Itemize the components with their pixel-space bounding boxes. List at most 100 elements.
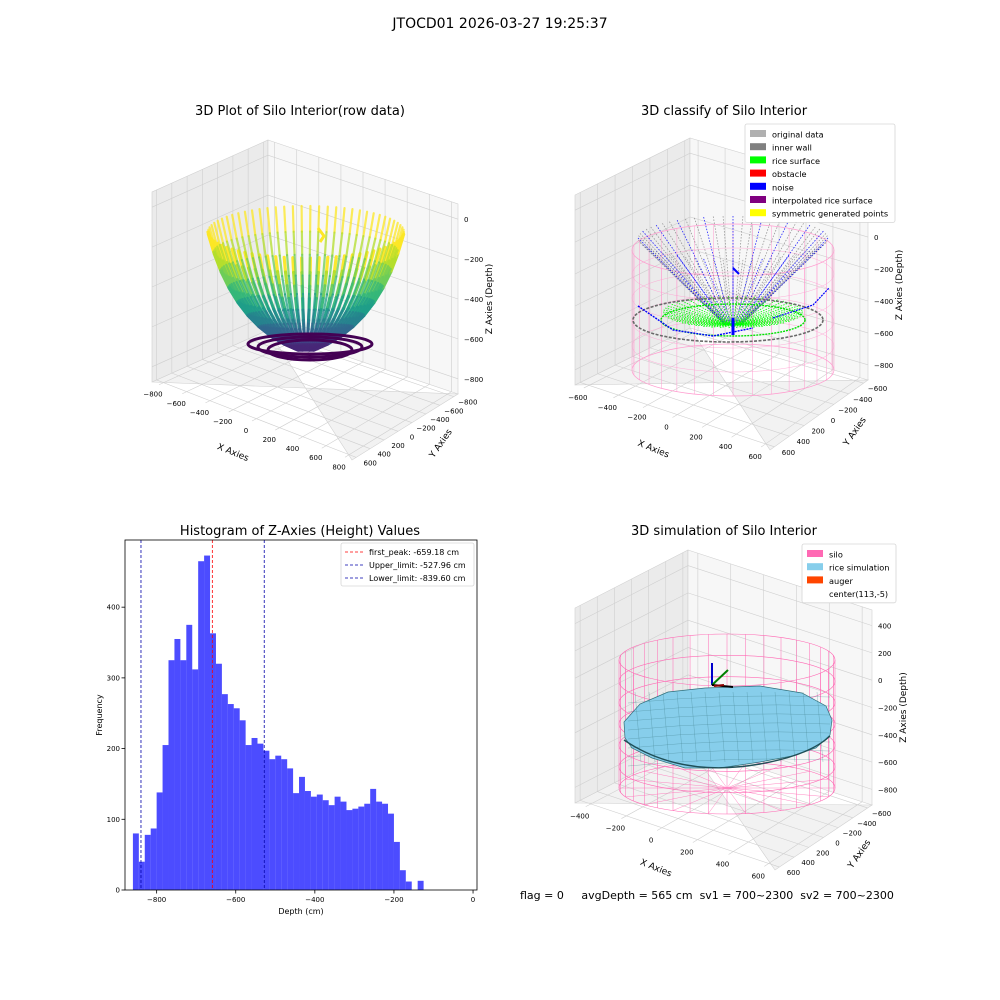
scatter-point [243,297,255,314]
scatter-point [283,205,287,234]
surface-mesh-line [774,691,782,763]
histogram-bar [293,793,300,890]
x-tick-label: −600 [568,394,587,402]
scatter-point [264,310,275,326]
scatter-point [732,324,747,329]
z-tick-label: −600 [874,330,893,338]
scatter-point [772,287,830,319]
scatter-point [218,243,228,267]
legend-entry: Upper_limit: -527.96 cm [369,561,466,570]
scatter-point [728,324,734,329]
scatter-point [328,283,334,300]
surface-mesh-line [676,691,684,763]
scatter-point [262,276,270,297]
scatter-point [225,263,235,285]
histogram-bar [340,801,347,890]
scatter-point [221,266,232,287]
scatter-point [314,274,318,296]
x-tick-label: 400 [286,445,299,453]
scatter-point [278,322,288,337]
grid-line [574,619,873,681]
scatter-point [322,254,327,277]
silo-line [726,787,829,798]
y-tick-label: 200 [391,442,404,450]
y-tick-label: 0 [410,433,414,441]
silo-line [708,787,728,814]
z-tick-label: −200 [874,266,893,274]
scatter-point [207,228,216,252]
plot1-title: 3D Plot of Silo Interior(row data) [195,104,405,119]
scatter-point [312,342,330,352]
y-tick-label: 100 [107,816,120,824]
y-tick-label: −400 [430,416,449,424]
grid-line [187,365,385,441]
scatter-point [282,322,291,336]
silo-line [644,787,728,805]
y-axis-label: Frequency [95,694,104,736]
scatter-point [336,294,345,312]
x-tick-label: 0 [649,837,653,845]
legend-entry: Lower_limit: -839.60 cm [369,574,466,583]
scatter-point [345,295,355,313]
scatter-point [333,206,338,234]
legend-entry: original data [772,130,824,140]
grid-line [648,764,839,828]
scatter-point [381,242,391,265]
y-tick-label: 200 [816,849,829,857]
y-tick-label: 0 [831,417,835,425]
scatter-point [266,338,354,362]
scatter-point [738,223,804,326]
scatter-point [292,230,296,256]
histogram-bar [180,660,187,890]
grid-line [182,339,297,395]
scatter-point [378,245,387,266]
histogram-bar [263,750,270,890]
scatter-point [373,238,382,263]
scatter-point [374,213,381,240]
y-tick-label: −200 [416,425,435,433]
legend-swatch [750,182,766,190]
scatter-point [248,312,262,327]
scatter-point [370,282,382,301]
scatter-point [732,311,804,326]
scatter-point [312,308,317,322]
scatter-point [676,302,734,326]
histogram-bar [144,834,151,890]
scatter-point [342,276,350,297]
surface-mesh-line [627,740,831,749]
scatter-point [735,217,773,326]
legend-swatch [807,550,823,557]
scatter-point [345,232,351,258]
silo-line [625,787,728,798]
z-axis-label: Z Axies (Depth) [895,250,905,321]
histogram-bar [210,633,216,890]
scatter-point [240,259,250,281]
surface-mesh-line [788,691,796,763]
scatter-point [232,281,244,301]
scatter-point [257,310,269,326]
scatter-point [229,262,239,282]
scatter-point [283,293,290,312]
scatter-point [317,293,323,312]
scatter-point [732,267,740,275]
y-tick-label: 600 [363,459,376,467]
x-tick-label: 600 [309,454,322,462]
x-tick-label: −400 [305,896,324,904]
flag-value: flag = 0 [520,889,564,902]
scatter-point [363,265,372,284]
histogram-bar [299,776,305,890]
grid-line [158,331,275,385]
scatter-point [655,224,727,326]
scatter-point [388,247,398,269]
scatter-point [258,208,264,236]
grid-line [631,773,824,838]
scatter-point [252,311,265,327]
scatter-point [347,276,356,297]
scatter-point [340,310,351,326]
scatter-point [230,247,239,268]
y-axis-label: Y Axies [846,838,874,871]
scatter-point [268,309,278,326]
scatter-point [213,221,221,246]
z-tick-label: 0 [464,216,468,224]
